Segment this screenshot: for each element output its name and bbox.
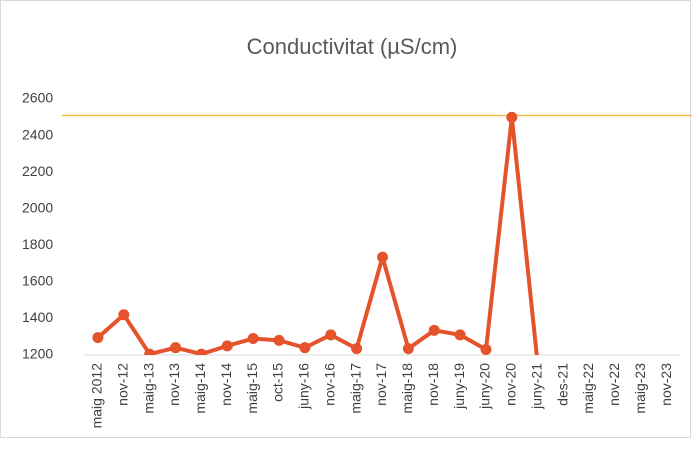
chart-frame xyxy=(0,0,691,438)
y-tick-label: 1200 xyxy=(22,346,53,362)
data-point xyxy=(144,348,156,355)
data-point xyxy=(325,329,337,341)
data-point xyxy=(118,309,130,321)
data-point xyxy=(351,343,363,355)
plot-area xyxy=(92,111,539,355)
y-tick-label: 2200 xyxy=(22,163,53,179)
x-tick-label: nov-23 xyxy=(658,363,674,406)
data-point xyxy=(195,348,207,355)
x-tick-label: juny-20 xyxy=(477,363,493,410)
data-point xyxy=(170,342,182,354)
x-tick-label: juny-19 xyxy=(451,363,467,410)
x-tick-label: oct-15 xyxy=(270,363,286,402)
y-tick-label: 2000 xyxy=(22,199,53,215)
x-tick-label: nov-18 xyxy=(425,363,441,406)
chart-title: Conductivitat (µS/cm) xyxy=(247,34,458,59)
data-point xyxy=(377,251,388,263)
x-tick-label: maig-22 xyxy=(580,363,596,414)
x-tick-label: maig-15 xyxy=(244,363,260,414)
data-point xyxy=(454,329,466,341)
data-point xyxy=(299,342,311,354)
data-point xyxy=(92,332,104,344)
x-tick-label: maig-23 xyxy=(632,363,648,414)
data-point xyxy=(402,343,414,355)
data-point xyxy=(506,111,518,123)
data-point xyxy=(221,340,233,352)
x-tick-label: maig-14 xyxy=(192,363,208,414)
x-tick-label: juny-21 xyxy=(528,363,544,410)
x-tick-label: nov-12 xyxy=(115,363,131,406)
y-tick-label: 2400 xyxy=(22,126,53,142)
data-point xyxy=(247,333,259,345)
data-point xyxy=(273,334,285,346)
y-tick-label: 1600 xyxy=(22,273,53,289)
x-tick-label: maig 2012 xyxy=(89,363,105,429)
data-point xyxy=(480,344,492,355)
x-tick-label: nov-17 xyxy=(373,363,389,406)
y-tick-label: 1400 xyxy=(22,309,53,325)
x-tick-label: juny-16 xyxy=(296,363,312,410)
y-tick-label: 1800 xyxy=(22,236,53,252)
x-tick-label: maig-18 xyxy=(399,363,415,414)
x-tick-label: maig-13 xyxy=(140,363,156,414)
x-tick-label: nov-14 xyxy=(218,363,234,406)
x-tick-label: des-21 xyxy=(554,363,570,406)
data-point xyxy=(428,324,440,336)
x-tick-label: nov-20 xyxy=(503,363,519,406)
x-tick-label: maig-17 xyxy=(347,363,363,414)
x-tick-label: nov-22 xyxy=(606,363,622,406)
y-tick-label: 2600 xyxy=(22,90,53,106)
x-tick-label: nov-13 xyxy=(166,363,182,406)
x-tick-label: nov-16 xyxy=(321,363,337,406)
